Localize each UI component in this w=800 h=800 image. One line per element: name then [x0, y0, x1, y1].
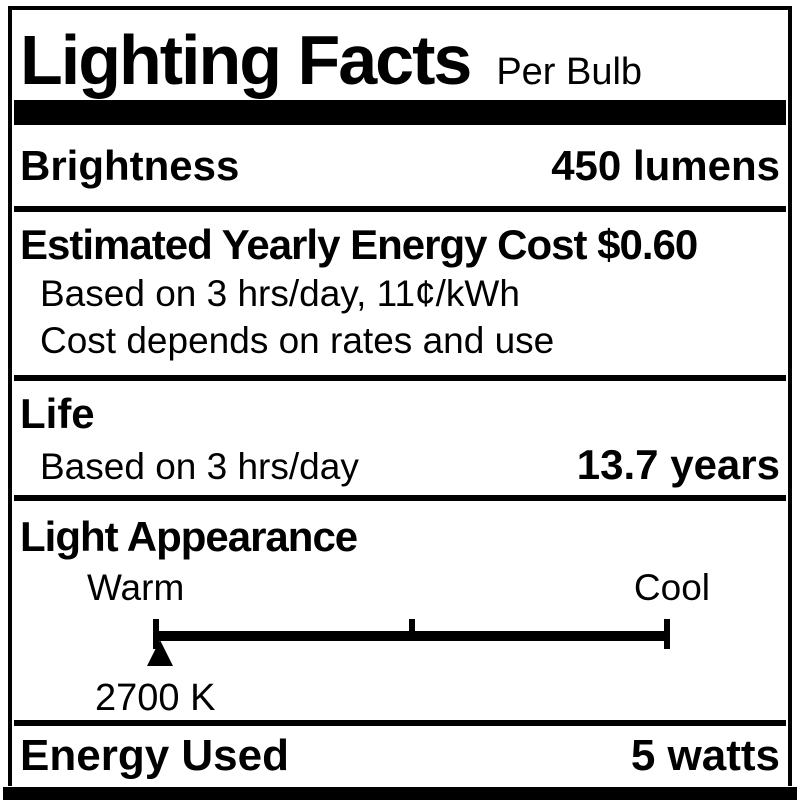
energy-cost-heading: Estimated Yearly Energy Cost $0.60	[20, 221, 698, 268]
energy-cost-section: Estimated Yearly Energy Cost $0.60 Based…	[12, 212, 788, 375]
energy-cost-disclaimer: Cost depends on rates and use	[40, 320, 555, 361]
energy-used-value: 5 watts	[630, 731, 780, 780]
energy-cost-basis: Based on 3 hrs/day, 11¢/kWh	[40, 273, 520, 314]
life-basis: Based on 3 hrs/day	[40, 446, 359, 487]
brightness-label: Brightness	[20, 141, 240, 189]
scale-tick-cool	[664, 619, 670, 649]
energy-used-row: Energy Used 5 watts	[12, 726, 788, 786]
light-appearance-heading: Light Appearance	[20, 513, 358, 560]
light-appearance-section: Light Appearance Warm Cool 2700 K	[12, 501, 788, 720]
kelvin-value: 2700 K	[95, 677, 216, 719]
brightness-value: 450 lumens	[551, 141, 780, 189]
life-section: Life Based on 3 hrs/day 13.7 years	[12, 381, 788, 495]
temperature-scale	[147, 619, 670, 671]
label-title: Lighting Facts	[20, 21, 472, 99]
section-divider	[14, 720, 786, 726]
life-heading: Life	[20, 390, 95, 437]
energy-used-label: Energy Used	[20, 731, 289, 780]
title-divider-bar	[14, 100, 786, 125]
section-divider	[14, 495, 786, 501]
life-value: 13.7 years	[576, 441, 780, 488]
brightness-row: Brightness 450 lumens	[12, 125, 788, 206]
label-header: Lighting Facts Per Bulb	[12, 10, 788, 100]
bottom-border-bar	[3, 787, 797, 800]
section-divider	[14, 375, 786, 381]
scale-tick-warm	[153, 619, 159, 649]
label-border-box: Lighting Facts Per Bulb Brightness 450 l…	[8, 6, 792, 786]
warm-label: Warm	[87, 567, 185, 608]
scale-tick-middle	[408, 619, 415, 641]
section-divider	[14, 206, 786, 212]
life-row: Based on 3 hrs/day 13.7 years	[20, 441, 780, 489]
warm-cool-row: Warm Cool	[87, 567, 710, 609]
per-bulb-label: Per Bulb	[496, 51, 643, 93]
kelvin-marker-icon	[147, 640, 174, 666]
cool-label: Cool	[633, 567, 710, 608]
